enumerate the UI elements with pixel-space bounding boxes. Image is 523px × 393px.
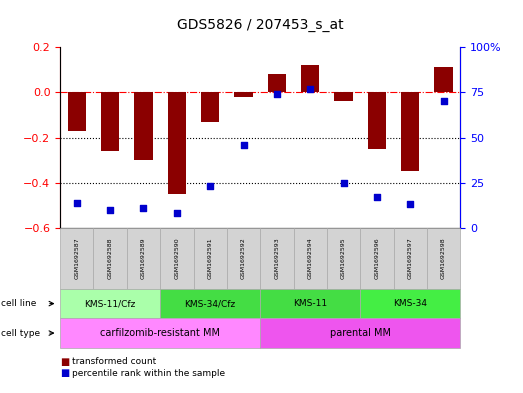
Point bbox=[73, 200, 81, 206]
Text: GSM1692587: GSM1692587 bbox=[74, 238, 79, 279]
Point bbox=[339, 180, 348, 186]
Bar bbox=[101, 92, 119, 151]
Text: KMS-34: KMS-34 bbox=[393, 299, 427, 308]
Bar bbox=[435, 68, 453, 92]
Text: GSM1692597: GSM1692597 bbox=[408, 237, 413, 279]
Text: GSM1692593: GSM1692593 bbox=[275, 237, 279, 279]
Text: parental MM: parental MM bbox=[329, 328, 391, 338]
Text: GSM1692592: GSM1692592 bbox=[241, 237, 246, 279]
Bar bbox=[67, 92, 86, 131]
Point bbox=[240, 141, 248, 148]
Point bbox=[439, 98, 448, 105]
Point bbox=[206, 183, 214, 189]
Text: GSM1692589: GSM1692589 bbox=[141, 238, 146, 279]
Bar bbox=[201, 92, 219, 122]
Text: cell type: cell type bbox=[1, 329, 40, 338]
Bar bbox=[301, 65, 320, 92]
Text: KMS-34/Cfz: KMS-34/Cfz bbox=[185, 299, 236, 308]
Text: carfilzomib-resistant MM: carfilzomib-resistant MM bbox=[100, 328, 220, 338]
Bar bbox=[168, 92, 186, 194]
Bar bbox=[368, 92, 386, 149]
Text: GDS5826 / 207453_s_at: GDS5826 / 207453_s_at bbox=[177, 18, 344, 32]
Text: cell line: cell line bbox=[1, 299, 37, 308]
Point bbox=[106, 207, 115, 213]
Text: GSM1692591: GSM1692591 bbox=[208, 238, 213, 279]
Text: KMS-11/Cfz: KMS-11/Cfz bbox=[85, 299, 136, 308]
Point bbox=[306, 86, 314, 92]
Bar bbox=[234, 92, 253, 97]
Bar bbox=[401, 92, 419, 171]
Text: GSM1692596: GSM1692596 bbox=[374, 238, 379, 279]
Bar bbox=[334, 92, 353, 101]
Text: GSM1692598: GSM1692598 bbox=[441, 238, 446, 279]
Text: ■: ■ bbox=[60, 368, 70, 378]
Point bbox=[173, 210, 181, 217]
Text: GSM1692590: GSM1692590 bbox=[174, 238, 179, 279]
Text: KMS-11: KMS-11 bbox=[293, 299, 327, 308]
Point bbox=[272, 91, 281, 97]
Point bbox=[139, 205, 147, 211]
Bar bbox=[134, 92, 153, 160]
Text: GSM1692588: GSM1692588 bbox=[108, 238, 112, 279]
Point bbox=[406, 201, 414, 208]
Point bbox=[373, 194, 381, 200]
Text: ■: ■ bbox=[60, 356, 70, 367]
Bar bbox=[268, 74, 286, 92]
Text: GSM1692594: GSM1692594 bbox=[308, 237, 313, 279]
Text: percentile rank within the sample: percentile rank within the sample bbox=[72, 369, 225, 378]
Text: GSM1692595: GSM1692595 bbox=[341, 238, 346, 279]
Text: transformed count: transformed count bbox=[72, 357, 156, 366]
